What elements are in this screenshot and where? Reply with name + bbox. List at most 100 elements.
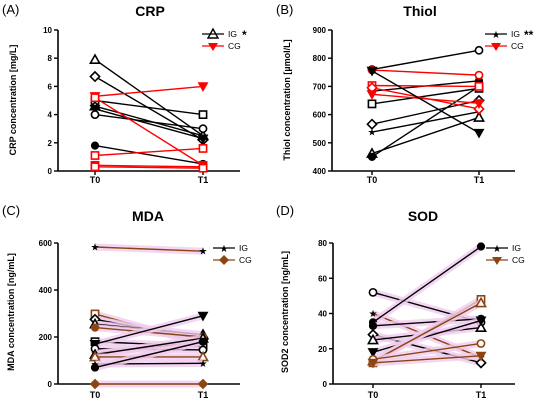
series-segment <box>94 341 204 369</box>
legend-marker-cg <box>491 43 501 51</box>
plot-area-crp: 0 2 4 6 8 10 <box>43 26 240 176</box>
y-tick-label: 600 <box>313 111 327 120</box>
plot-area-thiol: 400 500 600 700 800 900 ★ ★ <box>313 26 515 176</box>
data-point-t0 <box>367 348 379 358</box>
legend-thiol: ★ IG ** CG <box>485 28 534 51</box>
data-point-t1: ★ <box>199 247 208 258</box>
data-point-t0 <box>366 118 378 130</box>
x-tick-label-t1: T1 <box>476 390 487 400</box>
legend-label-ig: IG <box>228 29 237 39</box>
legend-label-cg: CG <box>228 41 241 51</box>
series-segment <box>371 70 480 134</box>
data-point-t1 <box>198 124 208 134</box>
legend-label-ig: IG <box>511 29 520 39</box>
y-tick-label: 600 <box>39 239 53 248</box>
y-tick-label: 40 <box>318 310 327 319</box>
series-segment <box>94 97 204 166</box>
legend-label-cg: CG <box>512 255 525 265</box>
data-point-t1 <box>197 378 209 390</box>
data-point-t1 <box>473 128 485 139</box>
panel-crp: (A) CRP CRP concentration [mg/L] 0 2 4 6 8 10… <box>2 2 247 185</box>
x-tick-label-t0: T0 <box>90 175 101 185</box>
legend-label-cg: CG <box>511 41 524 51</box>
series-line <box>367 45 484 74</box>
panel-label-a: (A) <box>2 2 19 17</box>
series-segment <box>372 245 482 323</box>
series-segment <box>371 84 480 88</box>
data-point-t1 <box>197 350 209 362</box>
y-tick-label: 8 <box>48 54 53 63</box>
series-line <box>367 81 484 91</box>
series-line <box>90 144 208 160</box>
legend-sod: ★ IG CG <box>486 243 525 265</box>
series-line <box>368 242 486 327</box>
legend-marker-ig: ★ <box>220 244 229 255</box>
legend-marker-ig: ★ <box>493 244 502 255</box>
series-line <box>89 378 209 390</box>
data-point-t1: ★ <box>199 359 208 370</box>
data-point-t1 <box>476 242 486 251</box>
series-segment <box>94 164 204 168</box>
y-tick-label: 2 <box>48 139 53 148</box>
data-point-t0 <box>366 90 378 100</box>
series-line <box>367 316 487 358</box>
legend-crp: IG * CG <box>202 27 247 51</box>
data-point-t0 <box>89 53 101 65</box>
y-tick-label: 60 <box>318 274 327 283</box>
series-segment <box>94 337 204 356</box>
data-point-t0 <box>368 321 378 330</box>
y-tick-label: 700 <box>313 82 327 91</box>
data-point-t0 <box>90 151 100 160</box>
data-point-t0: ★ <box>368 128 377 139</box>
data-point-t1 <box>475 351 487 362</box>
data-point-t1 <box>476 339 486 348</box>
data-point-t1 <box>198 163 208 173</box>
series-segment <box>371 99 480 125</box>
series-segment <box>94 108 204 140</box>
data-point-t1 <box>197 82 209 93</box>
series-segment <box>372 302 482 362</box>
data-point-t0: ★ <box>369 309 378 320</box>
data-point-t0 <box>89 70 101 83</box>
panel-label-d: (D) <box>276 203 294 218</box>
y-tick-label: 0 <box>323 380 328 389</box>
series-segment <box>372 355 482 364</box>
data-point-t1 <box>475 357 487 369</box>
series-line <box>89 104 209 145</box>
y-axis-label-crp: CRP concentration [mg/L] <box>8 45 18 156</box>
y-tick-label: 80 <box>318 239 327 248</box>
data-point-t1 <box>474 70 484 80</box>
data-point-t1 <box>198 110 208 119</box>
series-segment <box>94 85 204 97</box>
x-tick-label-t0: T0 <box>90 390 101 400</box>
data-point-t1 <box>473 103 485 115</box>
legend-marker-cg <box>492 257 502 265</box>
data-point-t0 <box>90 110 100 119</box>
chart-title-thiol: Thiol <box>403 3 436 19</box>
series-line <box>90 110 208 134</box>
y-tick-label: 20 <box>318 345 327 354</box>
series-line <box>90 337 208 372</box>
legend-marker-cg <box>219 255 229 265</box>
y-tick-label: 0 <box>48 380 53 389</box>
data-point-t0 <box>367 333 379 345</box>
legend-marker-cg <box>208 43 218 51</box>
series-segment <box>372 318 482 327</box>
x-tick-label-t0: T0 <box>368 390 379 400</box>
series-line <box>90 162 208 173</box>
data-point-t0 <box>90 93 100 103</box>
data-point-t0 <box>90 141 100 150</box>
data-point-t1 <box>197 134 209 145</box>
series-line <box>366 90 485 109</box>
y-tick-label: 900 <box>313 26 327 35</box>
data-point-t1 <box>475 296 487 308</box>
series-line <box>90 96 208 119</box>
y-axis-label-mda: MDA concentration [ng/mL] <box>6 253 16 371</box>
data-point-t0: ★ <box>91 242 100 253</box>
x-tick-label-t1: T1 <box>198 175 209 185</box>
data-point-t1 <box>474 82 484 91</box>
chart-title-mda: MDA <box>132 208 164 224</box>
series-segment <box>94 315 204 345</box>
y-tick-label: 4 <box>48 111 53 120</box>
y-axis-label-sod: SOD2 concentration [ng/mL] <box>280 251 290 373</box>
